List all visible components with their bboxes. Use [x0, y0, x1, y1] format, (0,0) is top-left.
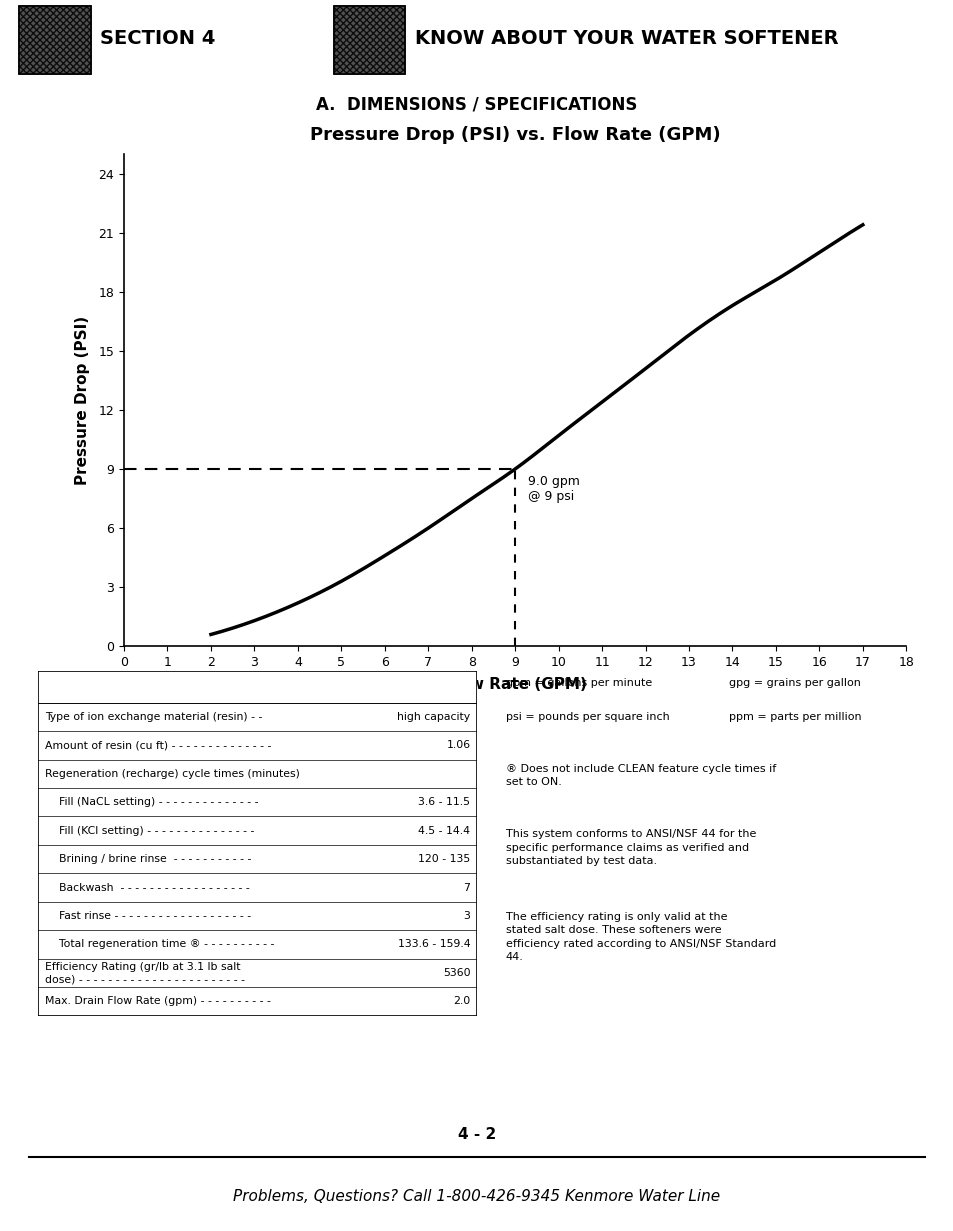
Text: Fast rinse - - - - - - - - - - - - - - - - - - -: Fast rinse - - - - - - - - - - - - - - -… [45, 911, 251, 921]
Text: 3: 3 [463, 911, 470, 921]
Text: 120 - 135: 120 - 135 [417, 854, 470, 864]
Text: gpm = gallons per minute: gpm = gallons per minute [505, 678, 651, 688]
Text: ppm = parts per million: ppm = parts per million [728, 713, 861, 723]
Text: high capacity: high capacity [396, 712, 470, 721]
Text: Problems, Questions? Call 1-800-426-9345 Kenmore Water Line: Problems, Questions? Call 1-800-426-9345… [233, 1189, 720, 1204]
Title: Pressure Drop (PSI) vs. Flow Rate (GPM): Pressure Drop (PSI) vs. Flow Rate (GPM) [310, 126, 720, 144]
Text: Fill (NaCL setting) - - - - - - - - - - - - - -: Fill (NaCL setting) - - - - - - - - - - … [45, 798, 258, 808]
Text: A.  DIMENSIONS / SPECIFICATIONS: A. DIMENSIONS / SPECIFICATIONS [316, 96, 637, 113]
Text: ® Does not include CLEAN feature cycle times if
set to ON.: ® Does not include CLEAN feature cycle t… [505, 764, 775, 787]
Text: 133.6 - 159.4: 133.6 - 159.4 [397, 939, 470, 949]
Text: Total regeneration time ® - - - - - - - - - -: Total regeneration time ® - - - - - - - … [45, 939, 274, 949]
Text: Type of ion exchange material (resin) - -: Type of ion exchange material (resin) - … [45, 712, 262, 721]
Text: KNOW ABOUT YOUR WATER SOFTENER: KNOW ABOUT YOUR WATER SOFTENER [415, 28, 838, 48]
Text: 7: 7 [463, 883, 470, 892]
Bar [19, 6, 91, 74]
X-axis label: Flow Rate (GPM): Flow Rate (GPM) [443, 677, 586, 692]
Bar [334, 6, 405, 74]
Text: Efficiency Rating (gr/lb at 3.1 lb salt: Efficiency Rating (gr/lb at 3.1 lb salt [45, 961, 240, 971]
Text: Backwash  - - - - - - - - - - - - - - - - - -: Backwash - - - - - - - - - - - - - - - -… [45, 883, 250, 892]
Text: Fill (KCl setting) - - - - - - - - - - - - - - -: Fill (KCl setting) - - - - - - - - - - -… [45, 826, 253, 836]
Text: 9.0 gpm
@ 9 psi: 9.0 gpm @ 9 psi [528, 475, 579, 503]
Text: This system conforms to ANSI/NSF 44 for the
specific performance claims as verif: This system conforms to ANSI/NSF 44 for … [505, 830, 755, 865]
Text: 3.6 - 11.5: 3.6 - 11.5 [418, 798, 470, 808]
Text: dose) - - - - - - - - - - - - - - - - - - - - - - -: dose) - - - - - - - - - - - - - - - - - … [45, 974, 245, 984]
Text: Brining / brine rinse  - - - - - - - - - - -: Brining / brine rinse - - - - - - - - - … [45, 854, 251, 864]
Text: Max. Drain Flow Rate (gpm) - - - - - - - - - -: Max. Drain Flow Rate (gpm) - - - - - - -… [45, 996, 271, 1007]
Text: Regeneration (recharge) cycle times (minutes): Regeneration (recharge) cycle times (min… [45, 768, 299, 779]
Text: 2.0: 2.0 [453, 996, 470, 1007]
Text: 4.5 - 14.4: 4.5 - 14.4 [418, 826, 470, 836]
Text: 5360: 5360 [442, 968, 470, 977]
Text: OTHER SPECIFICATIONS: OTHER SPECIFICATIONS [45, 681, 202, 693]
Text: Amount of resin (cu ft) - - - - - - - - - - - - - -: Amount of resin (cu ft) - - - - - - - - … [45, 740, 271, 750]
Text: 4 - 2: 4 - 2 [457, 1128, 496, 1142]
Text: psi = pounds per square inch: psi = pounds per square inch [505, 713, 669, 723]
Bar [334, 6, 405, 74]
Text: gpg = grains per gallon: gpg = grains per gallon [728, 678, 860, 688]
Text: 1.06: 1.06 [446, 740, 470, 750]
Bar [19, 6, 91, 74]
Text: SECTION 4: SECTION 4 [100, 28, 215, 48]
Y-axis label: Pressure Drop (PSI): Pressure Drop (PSI) [75, 315, 90, 485]
Text: The efficiency rating is only valid at the
stated salt dose. These softeners wer: The efficiency rating is only valid at t… [505, 912, 775, 961]
Bar [38, 671, 476, 703]
